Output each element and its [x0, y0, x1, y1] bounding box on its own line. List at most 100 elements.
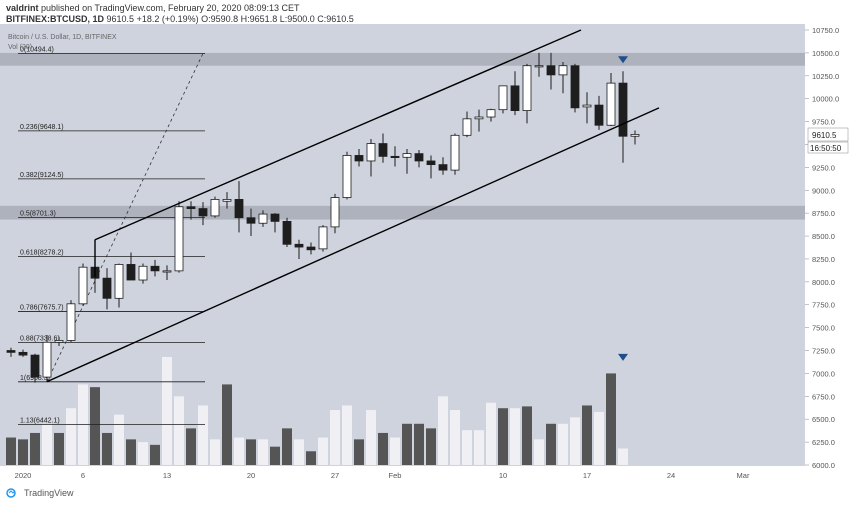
candle-body — [174, 206, 184, 272]
volume-bar — [102, 432, 112, 465]
price-tick-label: 8750.0 — [812, 209, 835, 218]
candle-body — [414, 153, 424, 162]
volume-bar — [282, 428, 292, 465]
volume-bar — [462, 430, 472, 465]
candle-body — [486, 109, 496, 118]
price-tick-label: 7500.0 — [812, 324, 835, 333]
price-axis[interactable] — [805, 24, 850, 481]
time-tick-label: 20 — [247, 471, 255, 480]
candle-body — [102, 277, 112, 299]
volume-bar — [54, 432, 64, 465]
author-name[interactable]: valdrint — [6, 3, 39, 13]
last-price-tag — [807, 127, 849, 142]
volume-bar — [582, 405, 592, 465]
time-axis-labels: 2020 6 13 20 27 Feb 10 17 24 Mar — [15, 471, 750, 480]
candle-body — [378, 143, 388, 157]
price-tick-label: 8250.0 — [812, 255, 835, 264]
candle-body — [246, 217, 256, 224]
volume-bar — [366, 410, 376, 465]
time-tick-label: 27 — [331, 471, 339, 480]
time-tick-label: Mar — [737, 471, 750, 480]
tradingview-icon — [6, 488, 16, 498]
volume-bar — [138, 442, 148, 465]
candle-body — [510, 85, 520, 111]
price-tick-label: 6000.0 — [812, 461, 835, 470]
candle-body — [474, 116, 484, 120]
candle-body — [30, 354, 40, 378]
candle-body — [402, 153, 412, 158]
fib-level-label: 0(10494.4) — [20, 46, 54, 53]
candle-body — [114, 264, 124, 299]
symbol-info: BITFINEX:BTCUSD, 1D 9610.5 +18.2 (+0.19%… — [6, 14, 354, 24]
fib-level-label: 0.88(7338.6) — [20, 335, 60, 342]
fib-level-label: 0.786(7675.7) — [20, 305, 64, 312]
candle-body — [162, 270, 172, 273]
tradingview-logo[interactable]: TradingView — [6, 488, 74, 498]
candle-body — [522, 65, 532, 111]
candle-body — [594, 104, 604, 126]
price-tick-label: 10750.0 — [812, 26, 839, 35]
price-tick-label: 6250.0 — [812, 438, 835, 447]
volume-bar — [618, 448, 628, 465]
candle-body — [6, 350, 16, 353]
fib-level-label: 0.382(9124.5) — [20, 172, 64, 179]
candle-body — [546, 65, 556, 76]
candle-body — [78, 266, 88, 305]
symbol-name[interactable]: BITFINEX:BTCUSD, 1D — [6, 14, 105, 24]
volume-bar — [402, 423, 412, 465]
candle-body — [186, 206, 196, 209]
price-tick-label: 10500.0 — [812, 49, 839, 58]
channel-upper-line — [94, 29, 582, 241]
fib-level-label: 1.13(6442.1) — [20, 418, 60, 425]
candle-body — [258, 213, 268, 224]
channel-lower-line — [46, 107, 660, 383]
volume-bar — [354, 439, 364, 465]
volume-bar — [198, 405, 208, 465]
candle-body — [18, 351, 28, 356]
candle-body — [498, 85, 508, 111]
plot-area[interactable] — [0, 24, 805, 481]
volume-bar — [606, 373, 616, 465]
candle-body — [138, 265, 148, 281]
volume-bar — [258, 439, 268, 465]
fib-level-label: 0.5(8701.3) — [20, 211, 56, 218]
footer: TradingView — [0, 485, 850, 506]
markers-layer — [618, 56, 628, 361]
candle-body — [306, 246, 316, 251]
volume-bar — [30, 432, 40, 465]
candle-body — [234, 199, 244, 219]
chart-legend-title: Bitcoin / U.S. Dollar, 1D, BITFINEX — [8, 34, 117, 41]
volume-bar — [534, 439, 544, 465]
volume-bar — [186, 428, 196, 465]
price-tick-label: 9000.0 — [812, 186, 835, 195]
price-tick-label: 6500.0 — [812, 415, 835, 424]
candle-body — [570, 65, 580, 109]
publish-info: valdrint published on TradingView.com, F… — [6, 3, 300, 13]
candle-body — [534, 65, 544, 68]
volume-bar — [486, 402, 496, 465]
down-arrow-marker-icon — [618, 56, 628, 64]
candle-body — [438, 164, 448, 171]
candle-body — [282, 220, 292, 245]
volume-bar — [498, 408, 508, 465]
candlestick-chart[interactable]: 0(10494.4) 0.236(9648.1) 0.382(9124.5) 0.5(… — [0, 0, 850, 485]
volume-bar — [234, 437, 244, 465]
volume-bar — [42, 423, 52, 465]
volume-bar — [522, 406, 532, 465]
candle-body — [66, 303, 76, 341]
fib-level-label: 0.236(9648.1) — [20, 124, 64, 131]
candle-body — [618, 82, 628, 137]
volume-bar — [558, 423, 568, 465]
volume-legend: Vol (20) — [8, 44, 33, 51]
price-tick-label: 9750.0 — [812, 118, 835, 127]
candle-body — [330, 197, 340, 228]
volume-bar — [330, 410, 340, 465]
fib-level-label: 0.618(8278.2) — [20, 249, 64, 256]
time-tick-label: 24 — [667, 471, 675, 480]
time-axis[interactable] — [0, 466, 805, 485]
volume-bar — [150, 444, 160, 465]
volume-bar — [90, 387, 100, 465]
price-tick-label: 10000.0 — [812, 95, 839, 104]
candle-body — [582, 104, 592, 108]
volume-bar — [6, 437, 16, 465]
